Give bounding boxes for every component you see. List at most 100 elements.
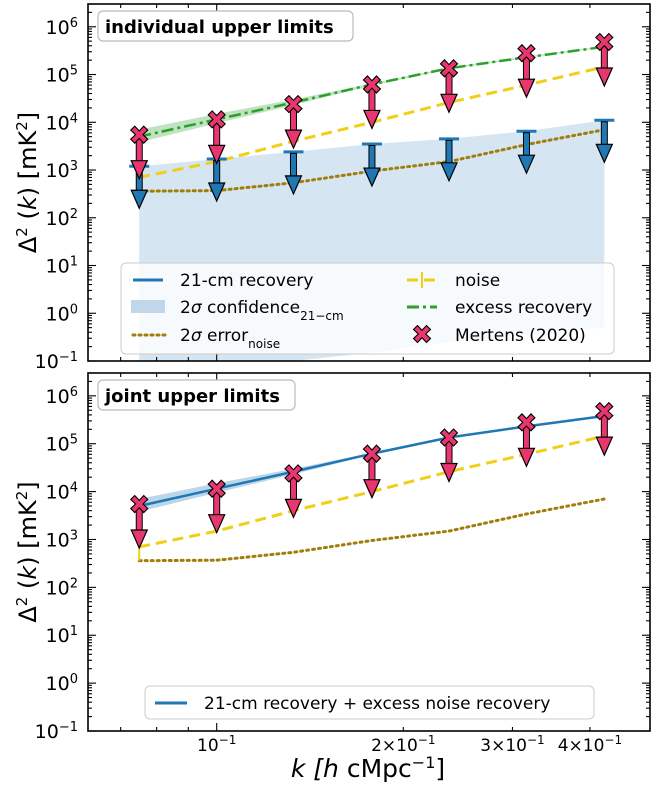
top-y-tick-label: 10−1 [35, 350, 78, 374]
top-mertens-marker [129, 125, 149, 144]
shared-x-axis: 10−1 2×10−1 3×10−1 4×10−1 [197, 733, 622, 756]
top-21cm-limit [283, 150, 304, 196]
top-21cm-limit-arrowhead [440, 162, 458, 183]
bottom-mertens-arrowhead [595, 436, 614, 457]
top-21cm-limit [516, 129, 537, 175]
bottom-mertens-marker [595, 401, 614, 421]
bottom-y-tick-label: 104 [46, 480, 78, 504]
bottom-noise-error-line [137, 497, 606, 563]
legend-mertens-marker [412, 324, 432, 344]
bottom-mertens-marker [517, 413, 536, 432]
top-mertens-arrowhead [595, 67, 614, 88]
bottom-y-axis-label: Δ2 (k) [mK2] [13, 481, 42, 622]
top-y-tick-label: 100 [46, 302, 78, 326]
bottom-mertens-arrow-shaft [213, 492, 221, 518]
bottom-mertens-marker [207, 479, 226, 498]
top-mertens-marker [517, 43, 536, 63]
top-axes-frame [87, 3, 651, 362]
bottom-mertens-marker [129, 494, 149, 514]
top-panel: 10−1 100 101 102 103 104 105 106 Δ2 (k) [mK2] ind… [13, 3, 651, 374]
bottom-mertens-arrowhead [517, 447, 536, 468]
top-21cm-limit-shaft [445, 139, 453, 165]
top-21cm-limit-arrowhead [595, 143, 614, 164]
bottom-legend: 21-cm recovery + excess noise recovery [144, 685, 595, 720]
bottom-axes-frame [87, 372, 651, 732]
top-21cm-limit-arrowhead [130, 189, 149, 210]
top-mertens-arrow-shaft [445, 71, 453, 97]
bottom-mertens-limit [284, 464, 303, 519]
top-21cm-limit [206, 157, 227, 203]
top-mertens-limit [517, 43, 536, 99]
bottom-y-tick-label: 101 [46, 624, 78, 648]
bottom-legend-frame [144, 685, 595, 720]
bottom-mertens-arrowhead [130, 529, 149, 550]
top-mertens-arrow-shaft [600, 45, 608, 71]
top-mertens-arrowhead [130, 160, 149, 181]
bottom-mertens-arrow-shaft [135, 507, 143, 533]
bottom-mertens-marker [439, 428, 459, 447]
top-y-tick-label: 106 [46, 15, 78, 39]
bottom-y-tick-label: 102 [46, 576, 78, 600]
top-mertens-arrow-shaft [522, 56, 530, 82]
top-21cm-limit-shaft [522, 132, 530, 158]
bottom-mertens-arrow-shaft [522, 425, 530, 451]
bottom-y-tick-label: 103 [46, 528, 78, 552]
top-21cm-limit-arrowhead [517, 154, 536, 175]
bottom-title-text: joint upper limits [104, 386, 280, 407]
top-21cm-limit-arrowhead [363, 167, 381, 188]
top-21cm-limit [594, 118, 615, 164]
top-21cm-limit [439, 137, 460, 183]
bottom-mertens-arrow-shaft [600, 414, 608, 440]
x-tick-label: 2×10−1 [371, 733, 435, 756]
x-tick-label: 4×10−1 [558, 733, 622, 756]
top-mertens-arrowhead [363, 109, 381, 130]
x-tick-label: 3×10−1 [480, 733, 544, 756]
top-mertens-arrowhead [207, 144, 226, 165]
top-21cm-limit-shaft [600, 121, 608, 147]
top-y-tick-label: 103 [46, 159, 78, 183]
x-tick-label: 10−1 [197, 733, 236, 756]
top-mertens-marker [284, 94, 303, 114]
top-mertens-limit [129, 125, 149, 181]
top-title-text: individual upper limits [105, 17, 334, 38]
top-mertens-arrow-shaft [368, 87, 376, 113]
top-mertens-limit [207, 110, 226, 165]
top-mertens-arrow-shaft [213, 122, 221, 148]
top-21cm-limit-shaft [289, 152, 297, 178]
top-21cm-limit-arrowhead [284, 175, 303, 196]
top-mertens-marker [439, 59, 459, 78]
top-mertens-arrowhead [517, 78, 536, 99]
legend-noise-error-label: 2σ errornoise [180, 326, 280, 351]
bottom-mertens-arrowhead [207, 514, 226, 535]
legend-noise-label: noise [455, 271, 500, 291]
top-mertens-arrow-shaft [289, 107, 297, 133]
bottom-mertens-arrowhead [284, 498, 303, 519]
bottom-mertens-limit [207, 479, 226, 535]
bottom-y-tick-label: 106 [46, 384, 78, 408]
bottom-mertens-marker [362, 444, 382, 463]
bottom-title-frame [97, 379, 296, 411]
top-mertens-limit [284, 94, 303, 150]
top-21cm-limit [361, 142, 382, 188]
top-title-box: individual upper limits [97, 10, 354, 42]
bottom-mertens-marker [284, 464, 303, 483]
top-title-frame [97, 10, 354, 42]
top-mertens-marker [595, 32, 614, 52]
legend-mertens-label: Mertens (2020) [455, 326, 586, 346]
top-mertens-arrow-shaft [135, 138, 143, 164]
legend-confidence-label: 2σ confidence21−cm [180, 298, 344, 323]
top-21cm-limit-shaft [368, 145, 376, 171]
bottom-mertens-arrow-shaft [445, 440, 453, 466]
top-y-axis-label: Δ2 (k) [mK2] [13, 112, 42, 253]
x-axis-label: k [h cMpc−1] [291, 753, 445, 784]
bottom-mertens-arrow-shaft [368, 457, 376, 483]
bottom-mertens-limit [439, 428, 459, 483]
legend-confidence-handle [131, 300, 165, 313]
top-y-tick-label: 102 [46, 206, 78, 230]
top-mertens-limit [439, 59, 459, 114]
top-legend-frame [120, 262, 615, 355]
bottom-y-tick-label: 10−1 [35, 720, 78, 744]
bottom-mertens-limit [517, 413, 536, 468]
bottom-mertens-arrow-shaft [289, 476, 297, 502]
legend-excess-label: excess recovery [455, 298, 592, 318]
